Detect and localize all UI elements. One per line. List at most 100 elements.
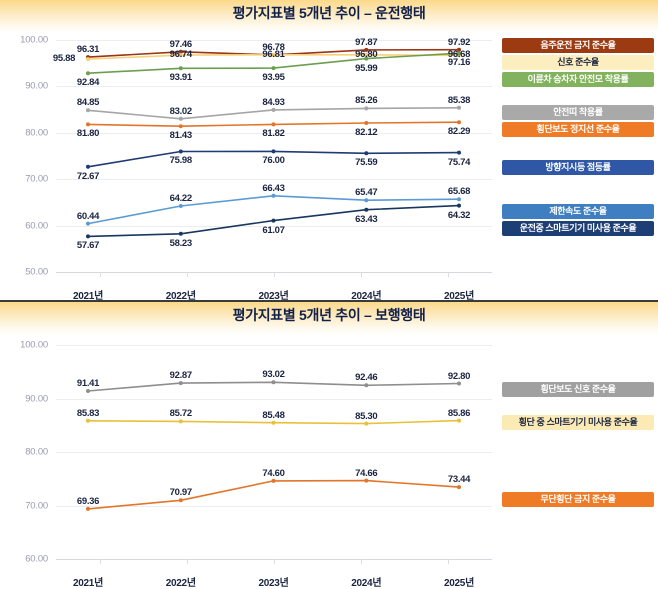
gridline bbox=[56, 86, 492, 88]
legend-item[interactable]: 무단횡단 금지 준수율 bbox=[502, 492, 654, 507]
x-axis-category-label: 2022년 bbox=[165, 578, 196, 589]
data-point-label: 96.74 bbox=[169, 49, 193, 61]
data-point-label: 63.43 bbox=[355, 213, 378, 225]
data-point-label: 97.16 bbox=[447, 57, 471, 69]
data-point-marker bbox=[457, 203, 461, 208]
data-point-marker bbox=[271, 66, 276, 71]
data-point-label: 97.92 bbox=[447, 36, 471, 48]
data-point-marker bbox=[457, 47, 461, 52]
data-point-label: 85.48 bbox=[262, 409, 285, 421]
legend-item[interactable]: 신호 준수율 bbox=[502, 55, 654, 70]
data-point-marker bbox=[271, 52, 276, 57]
legend-item[interactable]: 횡단보도 정지선 준수율 bbox=[502, 122, 654, 137]
driving-title-band bbox=[0, 0, 658, 34]
data-point-label: 83.02 bbox=[169, 105, 193, 117]
data-point-marker bbox=[178, 498, 183, 503]
data-point-marker bbox=[178, 116, 183, 121]
data-point-label: 70.97 bbox=[169, 487, 193, 499]
data-point-marker bbox=[364, 198, 369, 203]
gridline bbox=[56, 225, 492, 227]
data-point-label: 73.44 bbox=[447, 474, 471, 486]
data-point-marker bbox=[86, 71, 90, 76]
gridline bbox=[56, 505, 492, 507]
x-axis-category-label: 2024년 bbox=[351, 291, 382, 302]
x-axis-category-label: 2021년 bbox=[73, 291, 103, 302]
data-point-marker bbox=[364, 151, 369, 156]
gridline bbox=[56, 398, 492, 400]
driving-plot-area: 50.00 60.00 70.00 80.00 90.00 100.00 2021년 2022… bbox=[20, 35, 492, 302]
legend-item[interactable]: 방향지시등 점등률 bbox=[502, 160, 654, 175]
x-axis-tick bbox=[187, 272, 188, 277]
y-axis-tick-label: 90.00 bbox=[25, 80, 48, 92]
y-axis-tick-label: 50.00 bbox=[25, 266, 48, 278]
data-point-marker bbox=[457, 485, 461, 490]
x-axis-category-label: 2023년 bbox=[258, 291, 289, 302]
data-point-label: 96.31 bbox=[76, 44, 100, 56]
data-point-label: 85.83 bbox=[76, 407, 100, 419]
data-point-marker bbox=[271, 478, 276, 483]
data-point-marker bbox=[178, 124, 183, 129]
data-point-marker bbox=[271, 149, 276, 154]
data-point-label: 60.44 bbox=[76, 210, 100, 222]
walking-title-band bbox=[0, 302, 658, 336]
data-point-marker bbox=[457, 105, 461, 110]
data-point-marker bbox=[364, 207, 369, 212]
legend-item[interactable]: 음주운전 금지 준수율 bbox=[502, 38, 654, 53]
data-point-marker bbox=[457, 51, 461, 56]
data-point-marker bbox=[457, 418, 461, 423]
data-point-label: 65.47 bbox=[355, 187, 378, 199]
data-point-marker bbox=[178, 66, 183, 71]
y-axis-tick-label: 90.00 bbox=[25, 393, 48, 404]
data-point-label: 96.78 bbox=[262, 41, 285, 53]
data-point-label: 96.80 bbox=[355, 48, 378, 60]
x-axis-tick bbox=[274, 559, 275, 564]
legend-item[interactable]: 횡단 중 스마트기기 미사용 준수율 bbox=[502, 415, 654, 430]
data-point-marker bbox=[178, 204, 183, 208]
data-point-marker bbox=[271, 380, 276, 385]
data-point-marker bbox=[178, 419, 183, 424]
x-axis-category-label: 2023년 bbox=[258, 578, 289, 589]
data-point-label: 85.86 bbox=[447, 407, 471, 419]
data-point-label: 85.72 bbox=[169, 408, 193, 420]
data-point-marker bbox=[86, 389, 90, 393]
walking-chart-title: 평가지표별 5개년 추이 – 보행행태 bbox=[232, 307, 426, 323]
y-axis-tick-label: 70.00 bbox=[25, 500, 48, 511]
data-point-marker bbox=[86, 57, 90, 62]
data-point-label: 85.30 bbox=[355, 410, 378, 422]
data-point-label: 93.02 bbox=[262, 369, 285, 381]
data-point-label: 75.74 bbox=[447, 156, 471, 168]
data-point-label: 64.32 bbox=[447, 209, 471, 221]
x-axis-tick bbox=[448, 559, 449, 564]
data-point-label: 97.87 bbox=[355, 36, 378, 48]
x-axis-tick bbox=[448, 272, 449, 277]
x-axis-category-label: 2025년 bbox=[444, 291, 474, 302]
legend-item[interactable]: 안전띠 착용률 bbox=[502, 105, 654, 120]
data-point-marker bbox=[86, 164, 90, 169]
series-line bbox=[87, 479, 460, 510]
data-point-label: 95.88 bbox=[52, 53, 76, 65]
data-point-marker bbox=[271, 107, 276, 112]
driving-behavior-chart-panel: 평가지표별 5개년 추이 – 운전행태 50.00 60.00 70.00 80.00… bbox=[0, 0, 658, 302]
data-point-marker bbox=[364, 106, 369, 111]
legend-item[interactable]: 이륜차 승차자 안전모 착용률 bbox=[502, 72, 654, 87]
driving-chart-title: 평가지표별 5개년 추이 – 운전행태 bbox=[232, 5, 426, 21]
data-point-label: 92.84 bbox=[76, 77, 100, 89]
data-point-marker bbox=[178, 231, 183, 236]
x-axis-tick bbox=[274, 272, 275, 277]
data-point-label: 82.29 bbox=[447, 126, 471, 138]
x-axis-tick bbox=[187, 559, 188, 564]
x-axis-tick bbox=[361, 559, 362, 564]
legend-item[interactable]: 횡단보도 신호 준수율 bbox=[502, 382, 654, 397]
y-axis-tick-label: 100.00 bbox=[20, 339, 48, 351]
data-point-label: 92.46 bbox=[355, 372, 378, 384]
y-axis-tick-label: 60.00 bbox=[25, 553, 48, 565]
data-point-marker bbox=[457, 197, 461, 202]
data-point-label: 74.66 bbox=[355, 467, 378, 479]
data-point-marker bbox=[178, 381, 183, 386]
data-point-marker bbox=[364, 421, 369, 426]
data-point-marker bbox=[86, 234, 90, 239]
legend-item[interactable]: 운전중 스마트기기 미사용 준수율 bbox=[502, 221, 654, 236]
data-point-marker bbox=[271, 420, 276, 425]
data-point-marker bbox=[178, 49, 183, 54]
legend-item[interactable]: 제한속도 준수율 bbox=[502, 204, 654, 219]
